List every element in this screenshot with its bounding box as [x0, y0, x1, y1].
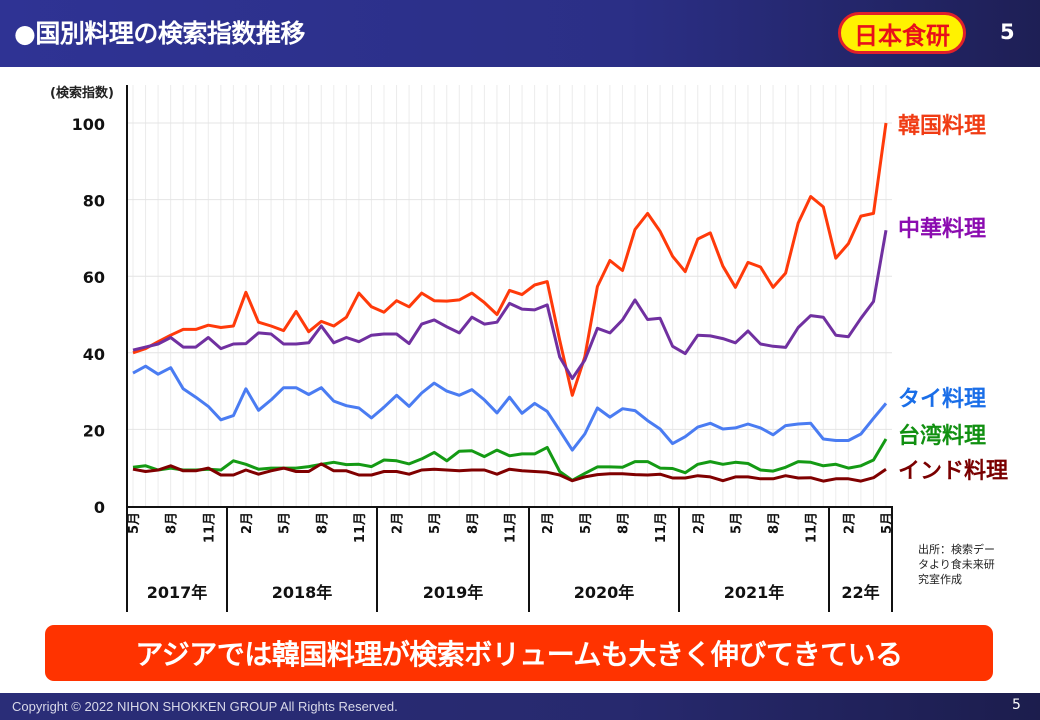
year-label: 2021年: [724, 583, 785, 602]
source-note-line: 出所：検索デー: [918, 543, 995, 556]
series-label-taiwanese: 台湾料理: [898, 424, 987, 449]
y-tick-label: 40: [83, 345, 105, 364]
footer-bar: Copyright © 2022 NIHON SHOKKEN GROUP All…: [0, 693, 1040, 720]
x-tick-label: 5月: [278, 512, 293, 534]
series-label-korean: 韓国料理: [898, 114, 987, 139]
x-tick-label: 11月: [805, 512, 820, 543]
x-tick-label: 2月: [541, 512, 556, 534]
y-axis-label: (検索指数): [50, 85, 114, 101]
y-tick-label: 100: [72, 115, 105, 134]
y-tick-label: 60: [83, 268, 105, 287]
x-tick-label: 11月: [504, 512, 519, 543]
series-label-indian: インド料理: [898, 459, 1009, 484]
x-tick-label: 2月: [842, 512, 857, 534]
series-lines: [132, 122, 888, 483]
x-tick-labels: 5月 8月 11月 2月 5月 8月 11月 2月 5月 8月 11月 2月 5月 8月 11月 2月 5月 8月…: [127, 512, 895, 543]
y-tick-label: 0: [94, 498, 105, 517]
y-tick-label: 20: [83, 421, 105, 440]
x-tick-label: 8月: [466, 512, 481, 534]
x-tick-label: 2月: [692, 512, 707, 534]
x-tick-label: 5月: [579, 512, 594, 534]
x-tick-label: 8月: [616, 512, 631, 534]
series-line: [132, 438, 888, 482]
x-tick-label: 8月: [315, 512, 330, 534]
summary-banner: アジアでは韓国料理が検索ボリュームも大きく伸びてきている: [45, 625, 993, 681]
y-tick-label: 80: [83, 192, 105, 211]
x-tick-label: 8月: [165, 512, 180, 534]
x-tick-label: 5月: [729, 512, 744, 534]
series-label-thai: タイ料理: [898, 387, 987, 412]
source-note: 出所：検索デー タより食未来研 究室作成: [918, 542, 995, 587]
x-tick-label: 5月: [880, 512, 895, 534]
header-bar: ●国別料理の検索指数推移 日本食研 5: [0, 0, 1040, 67]
x-tick-label: 2月: [391, 512, 406, 534]
x-tick-label: 8月: [767, 512, 782, 534]
company-logo: 日本食研: [838, 12, 966, 54]
year-label: 2018年: [272, 583, 333, 602]
x-tick-label: 5月: [428, 512, 443, 534]
copyright-text: Copyright © 2022 NIHON SHOKKEN GROUP All…: [12, 699, 398, 714]
page-number: 5: [1000, 20, 1015, 44]
source-note-line: タより食未来研: [918, 558, 995, 571]
y-tick-labels: 0 20 40 60 80 100: [72, 115, 105, 517]
series-line: [132, 364, 888, 452]
series-line: [132, 122, 888, 397]
x-tick-label: 11月: [353, 512, 368, 543]
series-label-chinese: 中華料理: [898, 217, 987, 242]
source-note-line: 究室作成: [918, 573, 962, 586]
x-tick-label: 11月: [654, 512, 669, 543]
page-title: ●国別料理の検索指数推移: [14, 19, 305, 48]
year-label: 22年: [841, 583, 879, 602]
footer-page-number: 5: [1012, 697, 1021, 713]
series-line: [132, 462, 887, 483]
x-tick-label: 2月: [240, 512, 255, 534]
year-labels: 2017年 2018年 2019年 2020年 2021年 22年: [147, 583, 880, 602]
series-line: [132, 229, 888, 380]
year-label: 2017年: [147, 583, 208, 602]
axes: [126, 85, 893, 612]
year-label: 2020年: [574, 583, 635, 602]
year-label: 2019年: [423, 583, 484, 602]
x-tick-label: 11月: [202, 512, 217, 543]
x-tick-label: 5月: [127, 512, 142, 534]
